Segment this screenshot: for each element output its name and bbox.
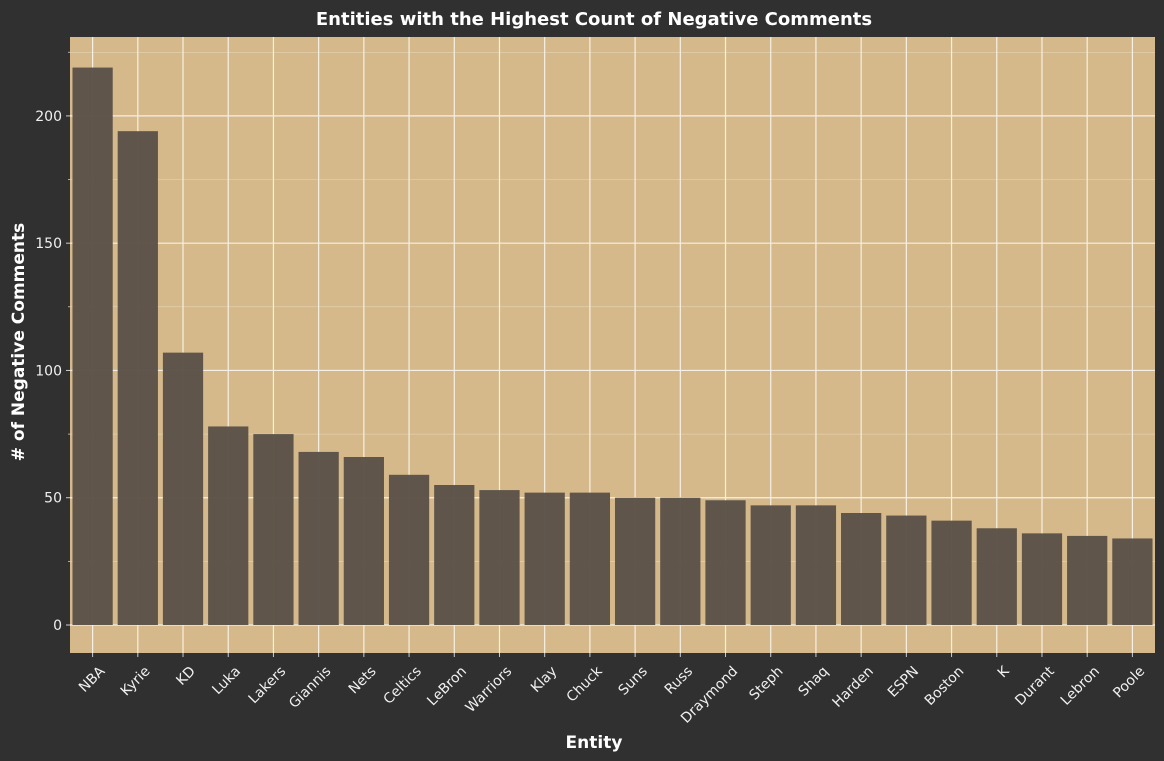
x-tick-label: LeBron xyxy=(424,663,470,709)
x-tick-label: Lakers xyxy=(246,663,290,707)
x-tick-label: K xyxy=(995,663,1013,681)
y-tick-label: 50 xyxy=(44,491,62,507)
x-tick-label: Chuck xyxy=(564,663,607,706)
bar-warriors xyxy=(479,490,520,625)
bar-nets xyxy=(343,457,384,625)
bar-k xyxy=(976,528,1017,625)
bar-lakers xyxy=(253,434,294,625)
x-tick-label: Boston xyxy=(922,663,968,709)
bar-klay xyxy=(524,492,565,625)
x-tick-label: KD xyxy=(173,663,198,688)
bar-suns xyxy=(614,497,656,625)
bar-poole xyxy=(1112,538,1153,625)
y-tick-label: 100 xyxy=(35,363,62,379)
bar-chuck xyxy=(569,492,611,625)
x-tick-label: Giannis xyxy=(286,663,334,711)
x-tick-label: Celtics xyxy=(381,663,425,707)
y-tick-label: 200 xyxy=(35,109,62,125)
bar-giannis xyxy=(298,451,339,625)
bar-draymond xyxy=(705,500,746,625)
x-tick-label: Nets xyxy=(346,663,380,697)
x-tick-label: Poole xyxy=(1110,663,1148,701)
x-tick-label: Steph xyxy=(746,663,786,703)
bar-harden xyxy=(841,513,882,625)
bar-durant xyxy=(1021,533,1063,625)
x-tick-label: ESPN xyxy=(885,663,922,700)
bar-shaq xyxy=(795,505,837,625)
x-tick-label: Harden xyxy=(830,663,877,710)
x-tick-label: Kyrie xyxy=(118,663,154,699)
bar-russ xyxy=(660,497,701,625)
x-tick-label: NBA xyxy=(76,663,109,696)
bar-espn xyxy=(886,515,927,625)
y-tick-label: 150 xyxy=(35,236,62,252)
y-tick-label: 0 xyxy=(53,618,62,634)
x-axis-label: Entity xyxy=(566,733,623,753)
bar-celtics xyxy=(388,474,430,625)
x-tick-label: Durant xyxy=(1012,663,1058,709)
x-tick-label: Luka xyxy=(209,663,244,698)
x-tick-label: Russ xyxy=(662,663,696,697)
x-tick-label: Shaq xyxy=(795,663,831,699)
chart-title: Entities with the Highest Count of Negat… xyxy=(316,9,872,30)
x-tick-label: Suns xyxy=(616,663,651,698)
bar-kyrie xyxy=(117,131,158,625)
x-tick-label: Warriors xyxy=(463,663,516,716)
bars xyxy=(72,67,1153,625)
bar-steph xyxy=(750,505,791,625)
y-axis-label: # of Negative Comments xyxy=(9,223,29,462)
bar-luka xyxy=(208,426,249,625)
bar-lebron xyxy=(1067,535,1108,625)
bar-kd xyxy=(162,352,204,625)
y-axis-ticks: 0 50 100 150 200 xyxy=(35,51,70,634)
x-tick-label: Klay xyxy=(528,663,560,695)
bar-lebron xyxy=(434,485,475,625)
plot-panel xyxy=(70,37,1155,653)
x-tick-label: Lebron xyxy=(1058,663,1103,708)
bar-nba xyxy=(72,67,113,625)
bar-boston xyxy=(931,520,972,625)
